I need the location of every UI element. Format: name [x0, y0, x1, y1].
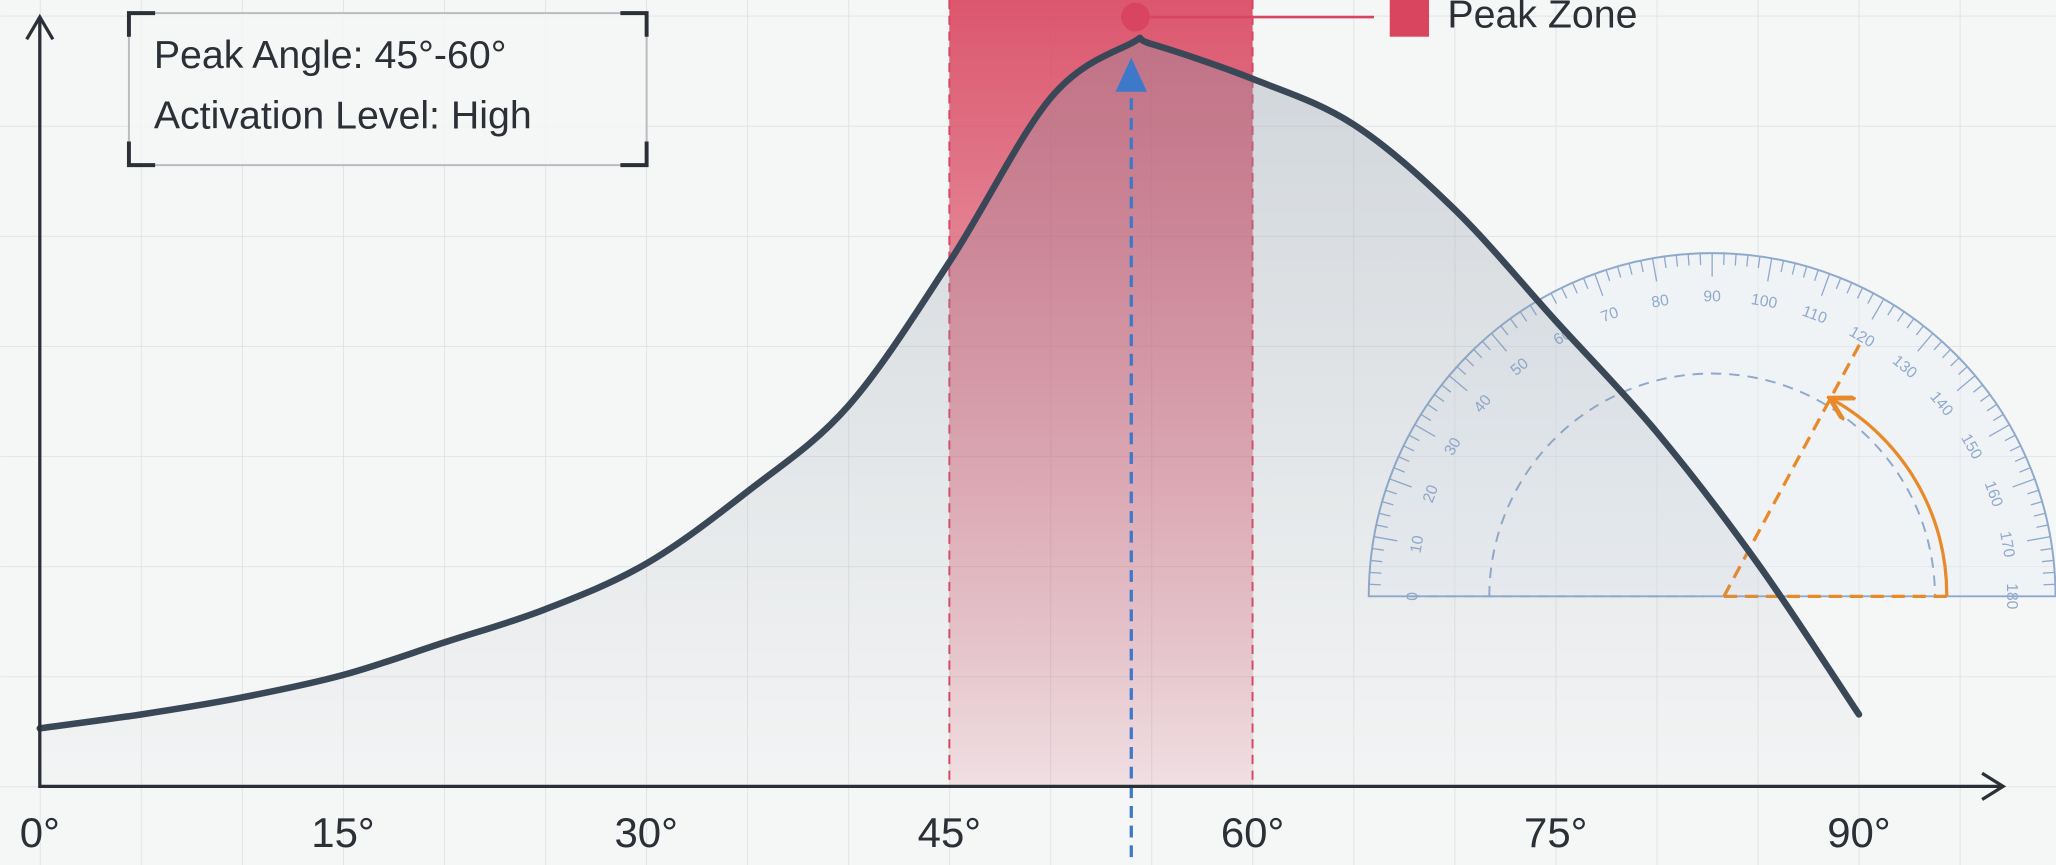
- x-tick-label: 60°: [1221, 809, 1284, 856]
- protractor-label: 80: [1650, 292, 1670, 312]
- protractor-tick: [1735, 254, 1736, 266]
- protractor-label: 90: [1703, 289, 1721, 306]
- x-tick-label: 30°: [614, 809, 677, 856]
- legend-swatch: [1390, 0, 1429, 37]
- protractor-tick: [1688, 254, 1689, 266]
- x-tick-label: 75°: [1524, 809, 1587, 856]
- chart: 0102030405060708090100110120130140150160…: [0, 0, 2056, 865]
- protractor-label: 180: [2003, 583, 2020, 609]
- protractor-tick: [2043, 572, 2055, 573]
- x-tick-label: 15°: [311, 809, 374, 856]
- annotation: Activation Level: High: [154, 93, 532, 137]
- x-tick-label: 45°: [918, 809, 981, 856]
- legend-label: Peak Zone: [1447, 0, 1637, 36]
- annotation: Peak Angle: 45°-60°: [154, 33, 507, 77]
- x-tick-label: 0°: [20, 809, 60, 856]
- x-tick-label: 90°: [1827, 809, 1890, 856]
